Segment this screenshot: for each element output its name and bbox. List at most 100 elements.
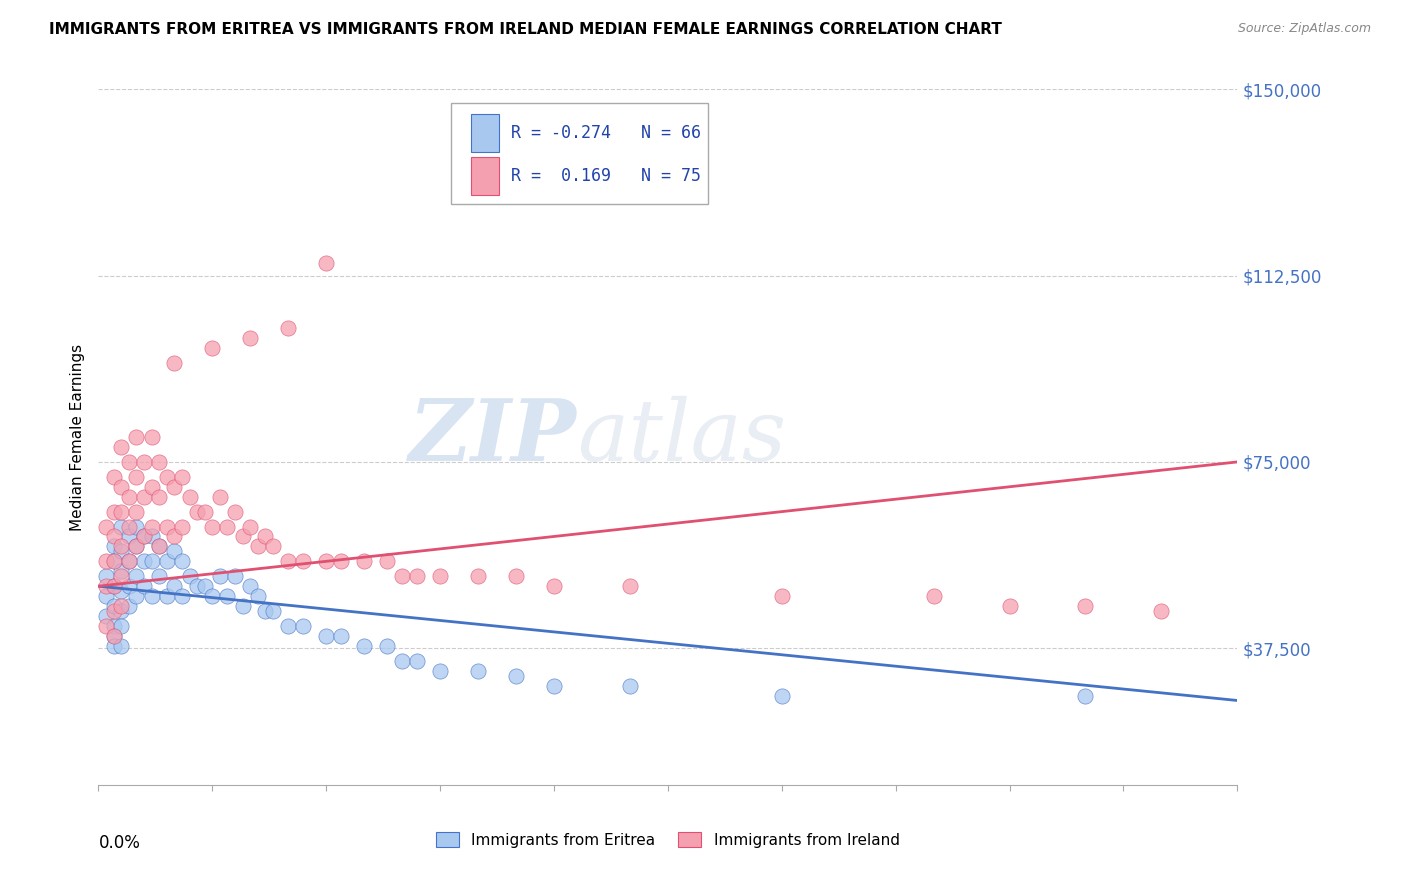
Point: [118, 599, 141, 613]
Point: [770, 689, 793, 703]
Point: [132, 554, 155, 568]
Point: [118, 519, 141, 533]
Y-axis label: Median Female Earnings: Median Female Earnings: [69, 343, 84, 531]
Point: [132, 529, 155, 543]
Text: R = -0.274   N = 66: R = -0.274 N = 66: [510, 124, 700, 142]
Point: [156, 554, 179, 568]
Point: [391, 654, 413, 668]
Point: [208, 490, 231, 504]
Point: [239, 519, 262, 533]
Point: [163, 480, 186, 494]
Point: [375, 554, 398, 568]
Point: [277, 320, 299, 334]
Text: ZIP: ZIP: [409, 395, 576, 479]
Point: [998, 599, 1021, 613]
Point: [232, 599, 254, 613]
Point: [315, 256, 337, 270]
Point: [103, 604, 125, 618]
Point: [1150, 604, 1173, 618]
Point: [619, 579, 641, 593]
Point: [141, 589, 163, 603]
Legend: Immigrants from Eritrea, Immigrants from Ireland: Immigrants from Eritrea, Immigrants from…: [430, 826, 905, 854]
Point: [239, 579, 262, 593]
Point: [103, 579, 125, 593]
Point: [170, 470, 193, 484]
Point: [94, 554, 117, 568]
Point: [110, 540, 132, 554]
Point: [118, 490, 141, 504]
Point: [254, 529, 277, 543]
Point: [103, 579, 125, 593]
Point: [103, 629, 125, 643]
Point: [330, 629, 353, 643]
Point: [103, 639, 125, 653]
Point: [141, 554, 163, 568]
Point: [103, 619, 125, 633]
Point: [141, 430, 163, 444]
Point: [217, 589, 239, 603]
Point: [156, 470, 179, 484]
Point: [103, 554, 125, 568]
Point: [103, 529, 125, 543]
Point: [467, 569, 489, 583]
Text: atlas: atlas: [576, 396, 786, 478]
Point: [406, 569, 429, 583]
Point: [118, 529, 141, 543]
Point: [110, 544, 132, 558]
Point: [315, 629, 337, 643]
Point: [1074, 599, 1097, 613]
Point: [103, 599, 125, 613]
Point: [103, 554, 125, 568]
Point: [156, 589, 179, 603]
Point: [208, 569, 231, 583]
Point: [1074, 689, 1097, 703]
Point: [179, 569, 201, 583]
Point: [315, 554, 337, 568]
Point: [163, 579, 186, 593]
Point: [103, 629, 125, 643]
Bar: [471, 157, 499, 195]
Point: [125, 505, 148, 519]
Point: [330, 554, 353, 568]
Point: [94, 579, 117, 593]
Point: [170, 554, 193, 568]
Text: IMMIGRANTS FROM ERITREA VS IMMIGRANTS FROM IRELAND MEDIAN FEMALE EARNINGS CORREL: IMMIGRANTS FROM ERITREA VS IMMIGRANTS FR…: [49, 22, 1002, 37]
Point: [224, 505, 246, 519]
Point: [118, 455, 141, 469]
Point: [110, 569, 132, 583]
Point: [110, 440, 132, 454]
Point: [94, 589, 117, 603]
Point: [125, 540, 148, 554]
Point: [163, 355, 186, 369]
Point: [103, 505, 125, 519]
Point: [148, 540, 170, 554]
Point: [94, 609, 117, 624]
Point: [118, 579, 141, 593]
Point: [94, 619, 117, 633]
Point: [163, 544, 186, 558]
Point: [125, 569, 148, 583]
Point: [110, 564, 132, 578]
Point: [429, 664, 451, 678]
Point: [141, 519, 163, 533]
Point: [391, 569, 413, 583]
Point: [118, 554, 141, 568]
Point: [505, 668, 527, 682]
Point: [125, 470, 148, 484]
Text: R =  0.169   N = 75: R = 0.169 N = 75: [510, 167, 700, 186]
Point: [110, 599, 132, 613]
Point: [543, 579, 565, 593]
Point: [94, 569, 117, 583]
Point: [292, 619, 315, 633]
Point: [125, 589, 148, 603]
Point: [103, 470, 125, 484]
Point: [217, 519, 239, 533]
Point: [110, 519, 132, 533]
Point: [156, 519, 179, 533]
Point: [232, 529, 254, 543]
Point: [125, 430, 148, 444]
Point: [132, 579, 155, 593]
Point: [148, 569, 170, 583]
Point: [406, 654, 429, 668]
Point: [132, 490, 155, 504]
